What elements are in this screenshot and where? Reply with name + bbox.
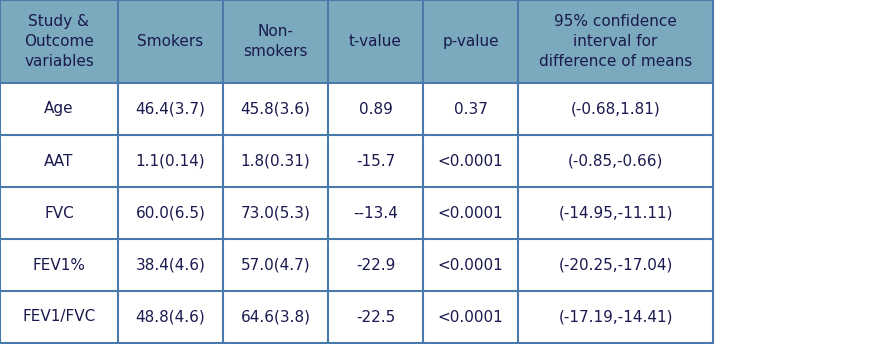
Text: FEV1/FVC: FEV1/FVC [23, 310, 95, 324]
Text: <0.0001: <0.0001 [438, 258, 504, 272]
Text: 1.8(0.31): 1.8(0.31) [241, 153, 310, 169]
Text: Smokers: Smokers [138, 34, 203, 49]
Text: 57.0(4.7): 57.0(4.7) [241, 258, 310, 272]
Text: <0.0001: <0.0001 [438, 153, 504, 169]
Bar [0, 291, 713, 343]
Bar [0, 135, 713, 187]
Text: p-value: p-value [442, 34, 498, 49]
Bar [0, 0, 713, 83]
Text: 95% confidence
interval for
difference of means: 95% confidence interval for difference o… [539, 14, 692, 69]
Text: FVC: FVC [44, 205, 74, 221]
Text: 64.6(3.8): 64.6(3.8) [241, 310, 310, 324]
Text: 73.0(5.3): 73.0(5.3) [241, 205, 310, 221]
Text: (-0.68,1.81): (-0.68,1.81) [570, 101, 661, 117]
Text: (-20.25,-17.04): (-20.25,-17.04) [558, 258, 673, 272]
Text: 0.37: 0.37 [454, 101, 487, 117]
Bar [0, 83, 713, 135]
Text: Age: Age [44, 101, 74, 117]
Text: FEV1%: FEV1% [32, 258, 86, 272]
Text: -15.7: -15.7 [356, 153, 395, 169]
Text: 46.4(3.7): 46.4(3.7) [136, 101, 206, 117]
Text: 48.8(4.6): 48.8(4.6) [136, 310, 205, 324]
Bar [0, 239, 713, 291]
Text: 38.4(4.6): 38.4(4.6) [136, 258, 206, 272]
Text: AAT: AAT [45, 153, 74, 169]
Text: (-0.85,-0.66): (-0.85,-0.66) [568, 153, 663, 169]
Bar [0, 187, 713, 239]
Text: (-17.19,-14.41): (-17.19,-14.41) [558, 310, 673, 324]
Bar [0, 0, 713, 343]
Text: -22.9: -22.9 [356, 258, 395, 272]
Text: 45.8(3.6): 45.8(3.6) [241, 101, 310, 117]
Text: -22.5: -22.5 [356, 310, 395, 324]
Text: 1.1(0.14): 1.1(0.14) [136, 153, 205, 169]
Text: <0.0001: <0.0001 [438, 310, 504, 324]
Text: 0.89: 0.89 [358, 101, 392, 117]
Text: 60.0(6.5): 60.0(6.5) [136, 205, 206, 221]
Text: --13.4: --13.4 [353, 205, 398, 221]
Text: <0.0001: <0.0001 [438, 205, 504, 221]
Text: t-value: t-value [349, 34, 402, 49]
Text: (-14.95,-11.11): (-14.95,-11.11) [558, 205, 673, 221]
Text: Non-
smokers: Non- smokers [244, 24, 307, 59]
Text: Study &
Outcome
variables: Study & Outcome variables [24, 14, 94, 69]
